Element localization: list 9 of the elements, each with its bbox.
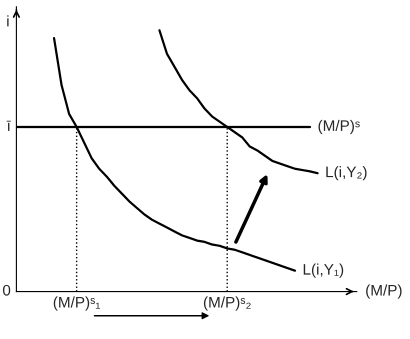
text: ī	[6, 120, 11, 131]
series-label: L(i,Y₂)	[326, 166, 367, 180]
y-axis-title: i	[7, 15, 9, 26]
series-label: L(i,Y₁)	[304, 264, 344, 278]
text: 0	[2, 284, 10, 296]
series-label: (M/P)ˢ	[318, 120, 360, 134]
x-axis-title: (M/P)	[366, 284, 402, 299]
x-tick-label: (M/P)ˢ₂	[204, 296, 251, 311]
x-tick-label: (M/P)ˢ₁	[54, 296, 100, 311]
